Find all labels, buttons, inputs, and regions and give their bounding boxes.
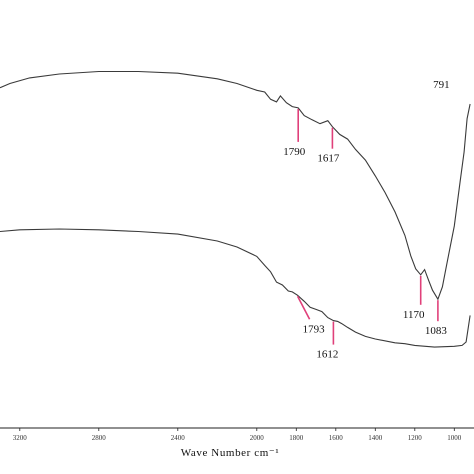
peak-label-1170: 1170 <box>403 309 425 321</box>
x-tick-label-1400: 1400 <box>368 434 383 442</box>
x-tick-layer: 3200 2800 2400 2000 1800 1600 1400 1200 1000 <box>13 428 462 442</box>
x-axis-label: Wave Number cm⁻¹ <box>181 447 279 459</box>
peak-label-1793: 1793 <box>303 323 326 335</box>
x-tick-label-2800: 2800 <box>92 434 107 442</box>
x-tick-label-1000: 1000 <box>447 434 462 442</box>
peak-marker-1793 <box>296 295 311 320</box>
peak-label-1790: 1790 <box>283 146 306 158</box>
x-tick-label-1200: 1200 <box>408 434 423 442</box>
x-tick-label-2000: 2000 <box>250 434 265 442</box>
spectrum-line-1 <box>0 70 471 301</box>
x-tick-label-3200: 3200 <box>13 434 28 442</box>
peak-label-1617: 1617 <box>317 153 340 165</box>
spectrum-line-2 <box>0 228 471 348</box>
peak-label-1612: 1612 <box>316 349 338 361</box>
peak-label-791: 791 <box>433 79 450 91</box>
x-tick-label-2400: 2400 <box>171 434 186 442</box>
peak-label-1083: 1083 <box>425 325 448 337</box>
series-layer <box>0 70 471 348</box>
x-tick-label-1600: 1600 <box>329 434 344 442</box>
x-tick-label-1800: 1800 <box>289 434 304 442</box>
